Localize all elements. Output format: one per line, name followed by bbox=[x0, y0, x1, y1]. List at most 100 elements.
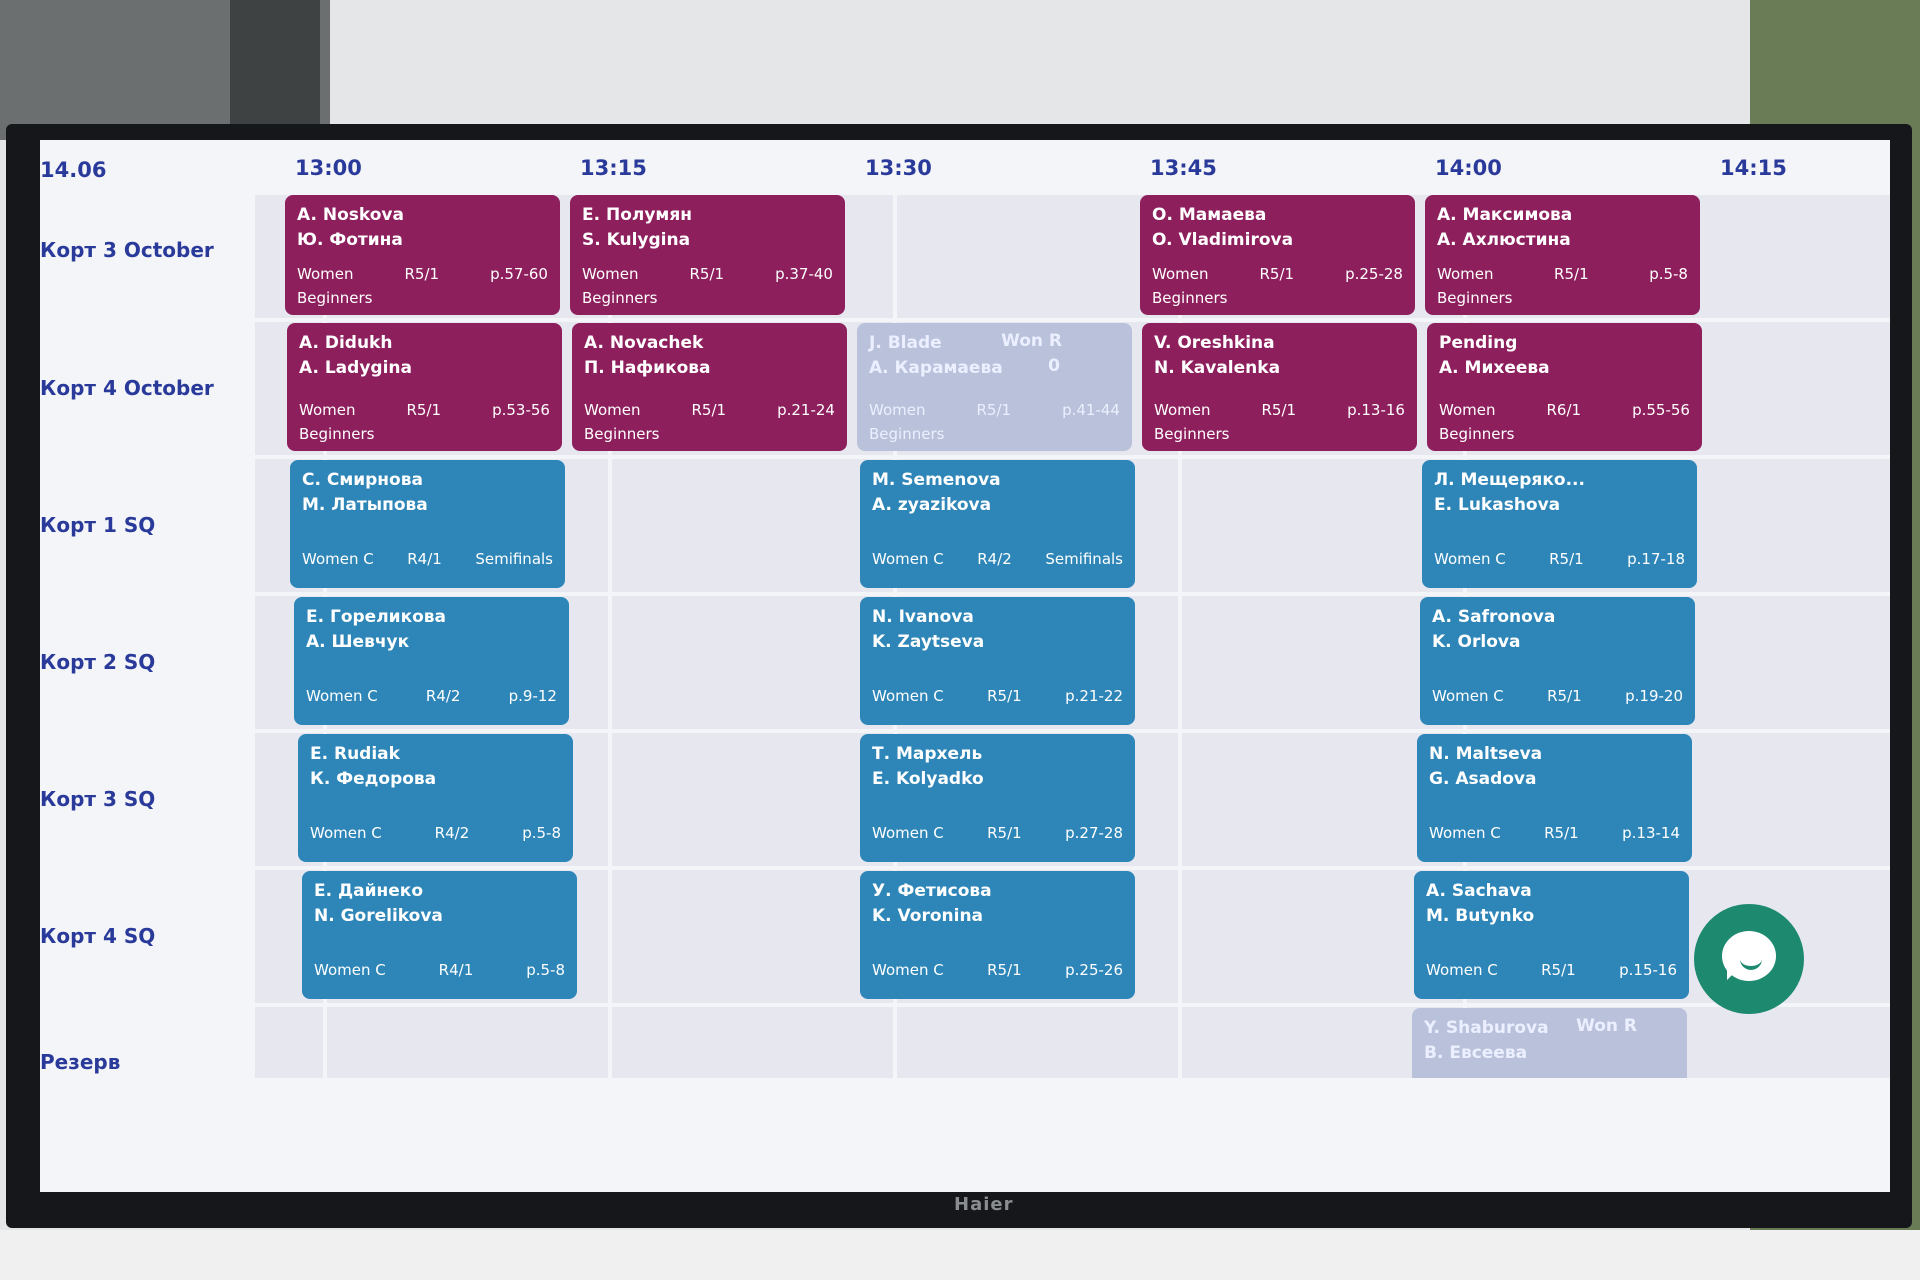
match-card[interactable]: О. Мамаева O. Vladimirova Women R5/1 p.25-… bbox=[1140, 195, 1415, 315]
match-pages: p.41-44 bbox=[1062, 401, 1120, 419]
player-name: N. Kavalenka bbox=[1154, 358, 1281, 378]
match-round: R5/1 bbox=[691, 401, 727, 419]
match-pages: p.5-8 bbox=[522, 824, 561, 842]
match-card[interactable]: Т. Мархель E. Kolyadko Women C R5/1 p.27-2… bbox=[860, 734, 1135, 862]
result-score: 0 bbox=[1048, 356, 1060, 376]
player-name: K. Orlova bbox=[1432, 632, 1521, 652]
match-category: Women bbox=[584, 401, 641, 419]
player-name: М. Латыпова bbox=[302, 495, 428, 515]
match-category: Women bbox=[582, 265, 639, 283]
match-level: Beginners bbox=[582, 289, 658, 307]
player-name: K. Voronina bbox=[872, 906, 984, 926]
match-round: R4/1 bbox=[438, 961, 474, 979]
match-card[interactable]: С. Смирнова М. Латыпова Women C R4/1 Semif… bbox=[290, 460, 565, 588]
match-card[interactable]: А. Максимова А. Ахлюстина Women R5/1 p.5-8… bbox=[1425, 195, 1700, 315]
match-level: Beginners bbox=[297, 289, 373, 307]
player-name: A. Ladygina bbox=[299, 358, 412, 378]
player-name: G. Asadova bbox=[1429, 769, 1537, 789]
match-card[interactable]: A. Noskova Ю. Фотина Women R5/1 p.57-60 Be… bbox=[285, 195, 560, 315]
player-name: А. Максимова bbox=[1437, 205, 1573, 225]
match-card[interactable]: E. Rudiak К. Федорова Women C R4/2 p.5-8 bbox=[298, 734, 573, 862]
match-category: Women C bbox=[872, 824, 944, 842]
player-name: E. Kolyadko bbox=[872, 769, 984, 789]
player-name: V. Oreshkina bbox=[1154, 333, 1275, 353]
player-name: E. Lukashova bbox=[1434, 495, 1561, 515]
match-category: Women C bbox=[302, 550, 374, 568]
match-card[interactable]: Л. Мещеряко... E. Lukashova Women C R5/1 p… bbox=[1422, 460, 1697, 588]
match-pages: p.25-28 bbox=[1345, 265, 1403, 283]
player-name: Ю. Фотина bbox=[297, 230, 403, 250]
match-round: R5/1 bbox=[404, 265, 440, 283]
match-round: R4/2 bbox=[425, 687, 461, 705]
match-category: Women C bbox=[310, 824, 382, 842]
match-card[interactable]: A. Safronova K. Orlova Women C R5/1 p.19-2… bbox=[1420, 597, 1695, 725]
court-label: Корт 3 October bbox=[40, 238, 214, 262]
match-level: Beginners bbox=[1437, 289, 1513, 307]
match-level: Beginners bbox=[1154, 425, 1230, 443]
match-round: R5/1 bbox=[1544, 824, 1579, 842]
time-slot-header: 14:00 bbox=[1435, 156, 1502, 180]
match-pages: p.21-22 bbox=[1065, 687, 1123, 705]
chat-bubble-icon[interactable] bbox=[1694, 904, 1804, 1014]
court-label: Корт 3 SQ bbox=[40, 787, 156, 811]
match-category: Women C bbox=[872, 961, 944, 979]
match-card[interactable]: Е. Гореликова А. Шевчук Women C R4/2 p.9-1… bbox=[294, 597, 569, 725]
match-card[interactable]: N. Maltseva G. Asadova Women C R5/1 p.13-1… bbox=[1417, 734, 1692, 862]
match-round: R4/1 bbox=[407, 550, 442, 568]
match-round: R5/1 bbox=[987, 687, 1022, 705]
match-card[interactable]: A. Sachava M. Butynko Women C R5/1 p.15-16 bbox=[1414, 871, 1689, 999]
match-category: Women bbox=[1437, 265, 1494, 283]
player-name: J. Blade bbox=[869, 333, 942, 353]
match-pages: p.13-16 bbox=[1347, 401, 1405, 419]
match-card[interactable]: A. Didukh A. Ladygina Women R5/1 p.53-56 B… bbox=[287, 323, 562, 451]
match-category: Women C bbox=[1432, 687, 1504, 705]
match-category: Women bbox=[1154, 401, 1211, 419]
match-card[interactable]: A. Novachek П. Нафикова Women R5/1 p.21-24… bbox=[572, 323, 847, 451]
match-pages: p.37-40 bbox=[775, 265, 833, 283]
match-pages: p.55-56 bbox=[1632, 401, 1690, 419]
tv-brand-logo: Haier bbox=[954, 1194, 1014, 1215]
match-card[interactable]: Е. Полумян S. Kulygina Women R5/1 p.37-40 … bbox=[570, 195, 845, 315]
match-round: R6/1 bbox=[1546, 401, 1582, 419]
match-pages: p.19-20 bbox=[1625, 687, 1683, 705]
match-card[interactable]: Е. Дайнеко N. Gorelikova Women C R4/1 p.5-… bbox=[302, 871, 577, 999]
match-category: Women bbox=[299, 401, 356, 419]
match-card[interactable]: Pending А. Михеева Women R6/1 p.55-56 Begi… bbox=[1427, 323, 1702, 451]
match-card[interactable]: V. Oreshkina N. Kavalenka Women R5/1 p.13-… bbox=[1142, 323, 1417, 451]
match-round: R5/1 bbox=[689, 265, 725, 283]
schedule-screen: 14.06 13:00 13:15 13:30 13:45 14:00 14:1… bbox=[40, 140, 1890, 1192]
match-card[interactable]: У. Фетисова K. Voronina Women C R5/1 p.25-… bbox=[860, 871, 1135, 999]
player-name: Е. Полумян bbox=[582, 205, 692, 225]
match-round: R5/1 bbox=[987, 961, 1022, 979]
player-name: А. Шевчук bbox=[306, 632, 410, 652]
match-category: Women C bbox=[1429, 824, 1501, 842]
match-round: R5/1 bbox=[987, 824, 1022, 842]
court-label: Корт 1 SQ bbox=[40, 513, 156, 537]
match-category: Women C bbox=[872, 550, 944, 568]
floor-area bbox=[0, 1230, 1920, 1280]
player-name: A. zyazikova bbox=[872, 495, 992, 515]
match-category: Women C bbox=[314, 961, 386, 979]
match-round: R5/1 bbox=[1541, 961, 1576, 979]
match-card[interactable]: N. Ivanova K. Zaytseva Women C R5/1 p.21-2… bbox=[860, 597, 1135, 725]
match-level: Beginners bbox=[584, 425, 660, 443]
player-name: А. Ахлюстина bbox=[1437, 230, 1571, 250]
court-label: Корт 2 SQ bbox=[40, 650, 156, 674]
player-name: У. Фетисова bbox=[872, 881, 992, 901]
match-pages: p.27-28 bbox=[1065, 824, 1123, 842]
result-label: Won R bbox=[1001, 331, 1062, 351]
player-name: O. Vladimirova bbox=[1152, 230, 1294, 250]
player-name: A. Novachek bbox=[584, 333, 704, 353]
match-round: R5/1 bbox=[1549, 550, 1584, 568]
player-name: A. Didukh bbox=[299, 333, 393, 353]
match-category: Women bbox=[869, 401, 926, 419]
match-card[interactable]: M. Semenova A. zyazikova Women C R4/2 Semi… bbox=[860, 460, 1135, 588]
match-pages: Semifinals bbox=[475, 550, 553, 568]
match-card-finished[interactable]: J. Blade А. Карамаева Won R 0 Women R5/1 p… bbox=[857, 323, 1132, 451]
match-round: R5/1 bbox=[406, 401, 442, 419]
schedule-date: 14.06 bbox=[40, 158, 107, 182]
match-level: Beginners bbox=[299, 425, 375, 443]
time-slot-header: 14:15 bbox=[1720, 156, 1787, 180]
player-name: П. Нафикова bbox=[584, 358, 711, 378]
match-level: Beginners bbox=[1152, 289, 1228, 307]
